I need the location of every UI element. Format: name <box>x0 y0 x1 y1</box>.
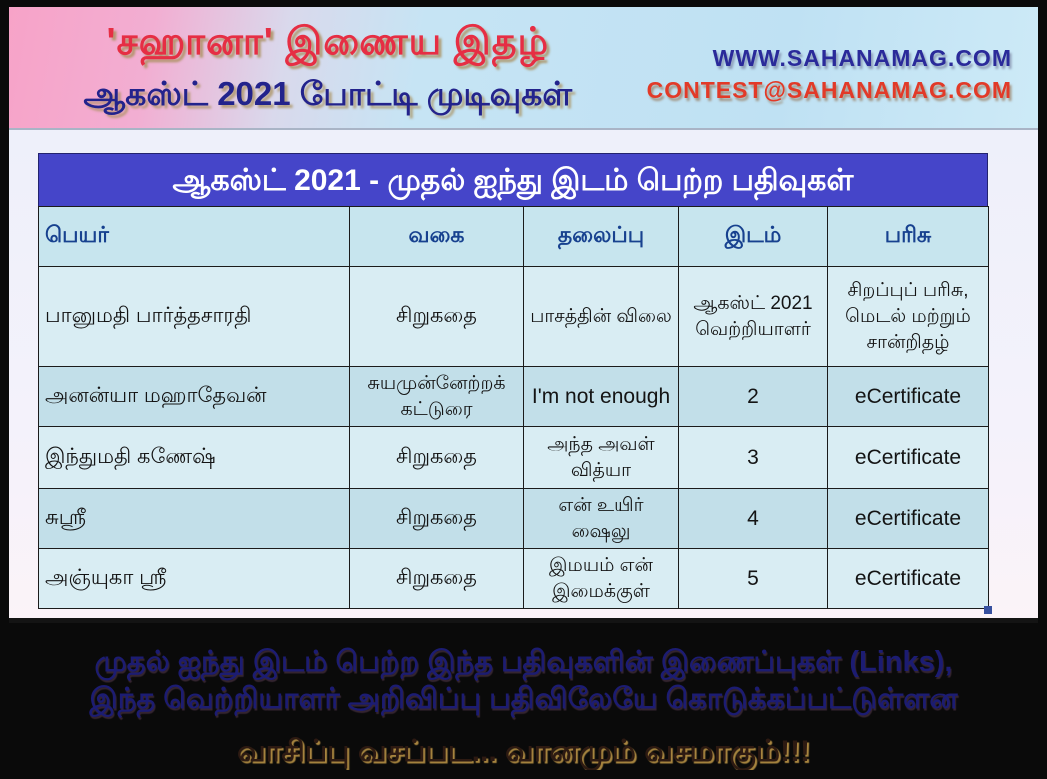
place-cell: 5 <box>678 548 828 609</box>
place-cell: ஆகஸ்ட் 2021 வெற்றியாளர் <box>678 266 828 367</box>
page-inner: 'சஹானா' இணைய இதழ் ஆகஸ்ட் 2021 போட்டி முட… <box>9 7 1038 770</box>
footer-note-line1: முதல் ஐந்து இடம் பெற்ற இந்த பதிவுகளின் இ… <box>94 646 953 678</box>
prize-cell: சிறப்புப் பரிசு, மெடல் மற்றும் சான்றிதழ் <box>827 266 989 367</box>
prize-cell: eCertificate <box>827 488 989 549</box>
table-corner-marker <box>984 606 992 614</box>
category-cell: சிறுகதை <box>349 426 524 489</box>
table-row: பானுமதி பார்த்தசாரதி சிறுகதை பாசத்தின் வ… <box>38 266 989 367</box>
title-cell: I'm not enough <box>523 366 679 427</box>
category-cell: சிறுகதை <box>349 548 524 609</box>
title-cell: என் உயிர் ஷைலு <box>523 488 679 549</box>
main-panel: ஆகஸ்ட் 2021 - முதல் ஐந்து இடம் பெற்ற பதி… <box>9 130 1038 618</box>
name-cell: அனன்யா மஹாதேவன் <box>38 366 350 427</box>
footer-note-line2: இந்த வெற்றியாளர் அறிவிப்பு பதிவிலேயே கொட… <box>89 683 958 715</box>
name-cell: அஞ்யுகா ஸ்ரீ <box>38 548 350 609</box>
name-cell: இந்துமதி கணேஷ் <box>38 426 350 489</box>
title-cell: பாசத்தின் விலை <box>523 266 679 367</box>
column-header-name: பெயர் <box>38 206 350 267</box>
prize-cell: eCertificate <box>827 366 989 427</box>
magazine-title: 'சஹானா' இணைய இதழ் <box>106 21 550 63</box>
prize-cell: eCertificate <box>827 548 989 609</box>
table-row: இந்துமதி கணேஷ் சிறுகதை அந்த அவள் வித்யா … <box>38 426 989 489</box>
column-header-place: இடம் <box>678 206 828 267</box>
column-header-prize: பரிசு <box>827 206 989 267</box>
website-url: WWW.SAHANAMAG.COM <box>712 45 1012 71</box>
banner-left: 'சஹானா' இணைய இதழ் ஆகஸ்ட் 2021 போட்டி முட… <box>9 7 647 128</box>
table-row: அஞ்யுகா ஸ்ரீ சிறுகதை இமயம் என் இமைக்குள்… <box>38 548 989 609</box>
banner-right: WWW.SAHANAMAG.COM CONTEST@SAHANAMAG.COM <box>647 7 1038 128</box>
header-banner: 'சஹானா' இணைய இதழ் ஆகஸ்ட் 2021 போட்டி முட… <box>9 7 1038 130</box>
name-cell: பானுமதி பார்த்தசாரதி <box>38 266 350 367</box>
category-cell: சிறுகதை <box>349 266 524 367</box>
name-cell: சுஸ்ரீ <box>38 488 350 549</box>
column-header-category: வகை <box>349 206 524 267</box>
table-header-row: பெயர் வகை தலைப்பு இடம் பரிசு <box>38 206 989 267</box>
results-table: பெயர் வகை தலைப்பு இடம் பரிசு பானுமதி பார… <box>38 206 989 609</box>
title-cell: அந்த அவள் வித்யா <box>523 426 679 489</box>
place-cell: 2 <box>678 366 828 427</box>
contest-email: CONTEST@SAHANAMAG.COM <box>646 77 1012 103</box>
results-table-title: ஆகஸ்ட் 2021 - முதல் ஐந்து இடம் பெற்ற பதி… <box>38 153 988 206</box>
place-cell: 3 <box>678 426 828 489</box>
results-table-wrap: ஆகஸ்ட் 2021 - முதல் ஐந்து இடம் பெற்ற பதி… <box>38 153 992 614</box>
title-cell: இமயம் என் இமைக்குள் <box>523 548 679 609</box>
category-cell: சுயமுன்னேற்றக் கட்டுரை <box>349 366 524 427</box>
table-row: சுஸ்ரீ சிறுகதை என் உயிர் ஷைலு 4 eCertifi… <box>38 488 989 549</box>
table-row: அனன்யா மஹாதேவன் சுயமுன்னேற்றக் கட்டுரை I… <box>38 366 989 427</box>
footer-tagline: வாசிப்பு வசப்பட... வானமும் வசமாகும்!!! <box>236 735 811 768</box>
category-cell: சிறுகதை <box>349 488 524 549</box>
place-cell: 4 <box>678 488 828 549</box>
footer-banner: முதல் ஐந்து இடம் பெற்ற இந்த பதிவுகளின் இ… <box>9 618 1038 770</box>
column-header-title: தலைப்பு <box>523 206 679 267</box>
prize-cell: eCertificate <box>827 426 989 489</box>
contest-subtitle: ஆகஸ்ட் 2021 போட்டி முடிவுகள் <box>83 75 573 112</box>
